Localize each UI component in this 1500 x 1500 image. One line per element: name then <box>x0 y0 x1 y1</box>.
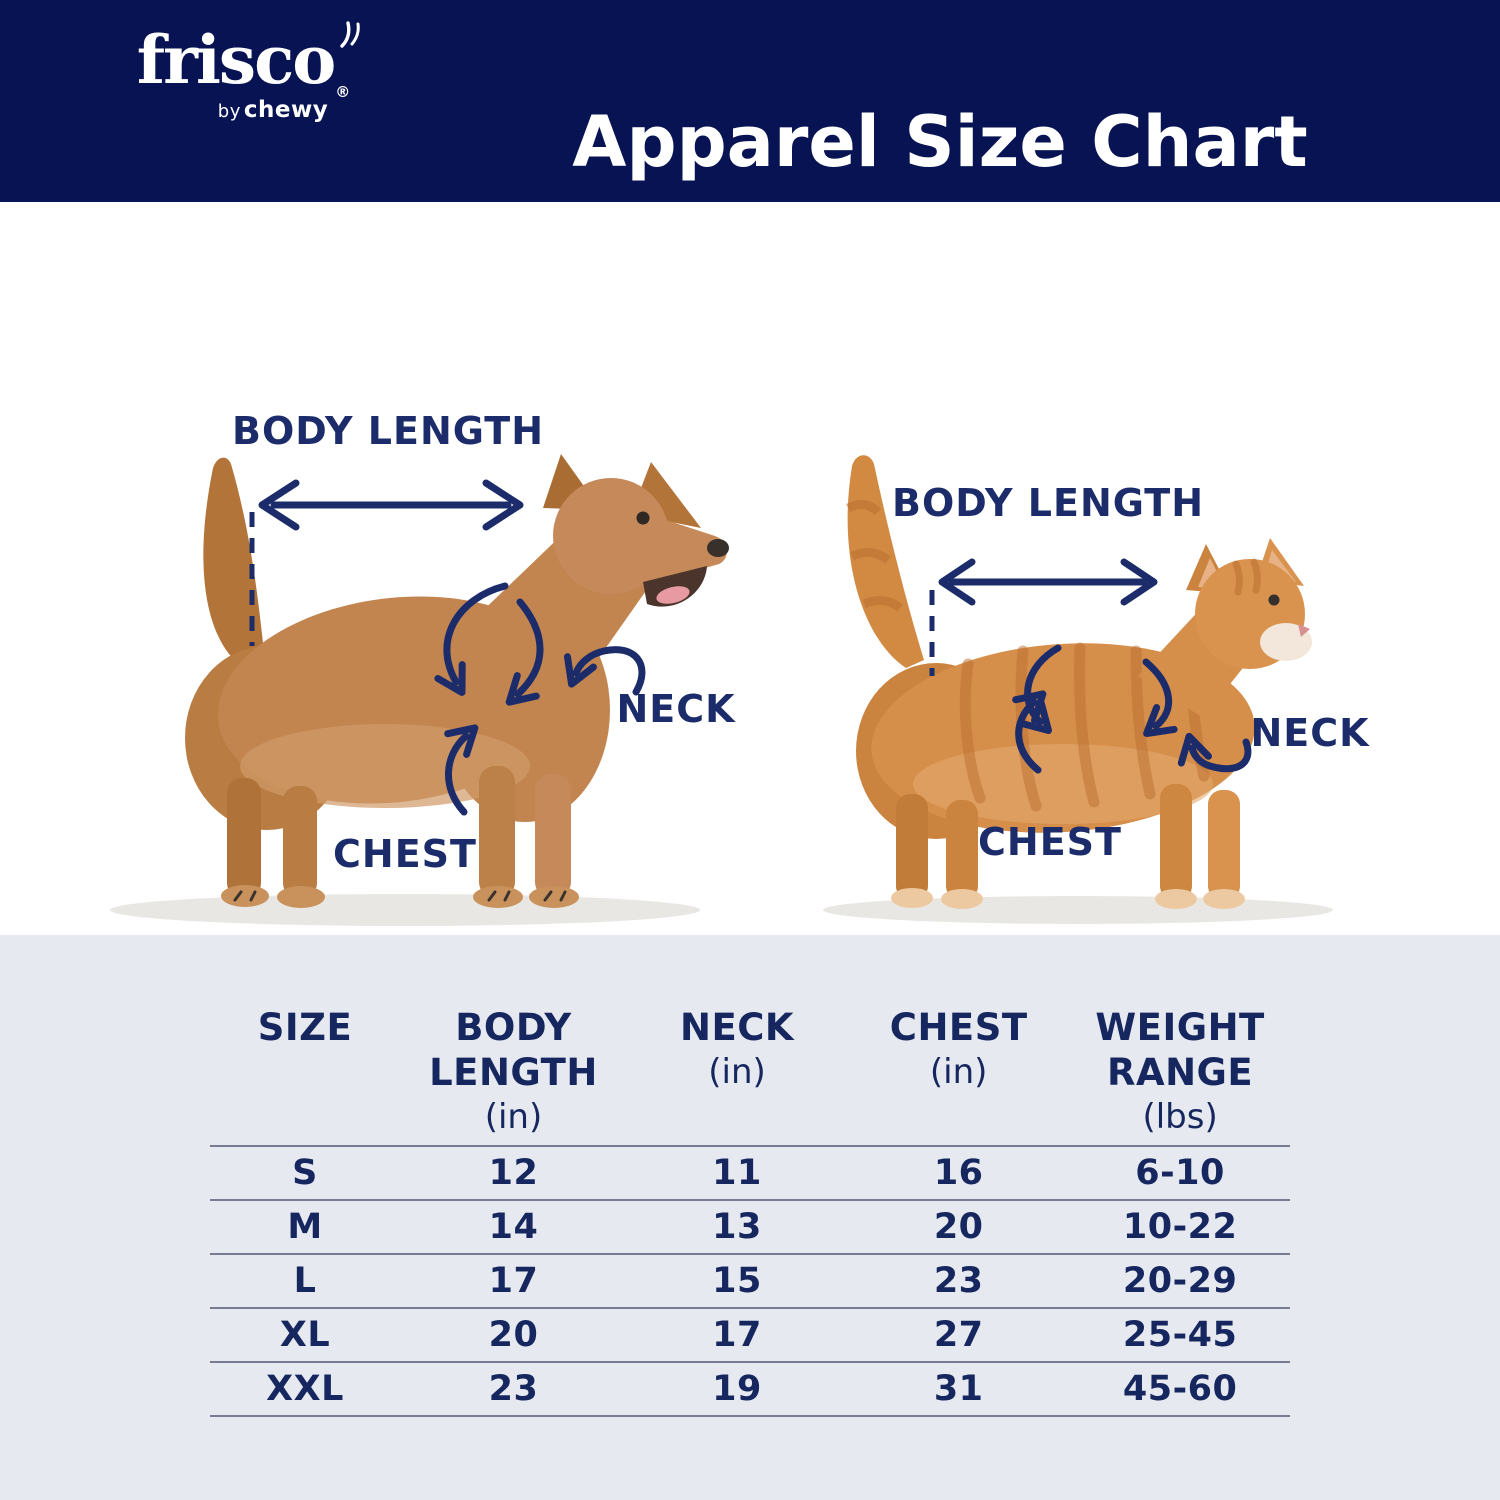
cell-body-length: 12 <box>488 1153 539 1193</box>
table-body: S 12 11 16 6-10 M 14 13 20 10-22 L 17 15 <box>210 1145 1290 1417</box>
cell-body-length: 23 <box>488 1369 539 1409</box>
cell-body-length: 14 <box>488 1207 539 1247</box>
by-chewy-text: by chewy <box>158 97 388 123</box>
cell-neck: 13 <box>712 1207 762 1247</box>
cell-chest: 31 <box>933 1369 984 1409</box>
table-row-xl: XL 20 17 27 25-45 <box>210 1309 1290 1363</box>
header-line: CHEST <box>889 1006 1028 1049</box>
cell-neck: 11 <box>712 1153 762 1193</box>
cell-chest: 27 <box>933 1315 984 1355</box>
column-header-neck: NECK (in) <box>627 1005 847 1139</box>
table-row-s: S 12 11 16 6-10 <box>210 1147 1290 1201</box>
cell-size: XL <box>279 1315 331 1355</box>
header-line: SIZE <box>257 1006 353 1049</box>
cell-chest: 20 <box>933 1207 984 1247</box>
cell-body-length: 17 <box>488 1261 539 1301</box>
cell-size: XXL <box>266 1369 344 1409</box>
cell-weight: 25-45 <box>1122 1315 1238 1355</box>
dog-body-length-label: BODY LENGTH <box>231 409 545 453</box>
dog-neck-label: NECK <box>616 687 736 731</box>
dog-chest-label: CHEST <box>333 832 477 876</box>
table-header-row: SIZE BODY LENGTH (in) NECK (in) CHEST (i… <box>210 1005 1290 1139</box>
cell-chest: 16 <box>933 1153 984 1193</box>
frisco-wordmark: frisco® <box>137 21 361 100</box>
header-line: BODY <box>455 1006 572 1049</box>
header-band: frisco® by chewy Apparel Size Chart <box>0 0 1500 202</box>
header-unit: (in) <box>708 1052 766 1092</box>
cat-body-length-label: BODY LENGTH <box>891 481 1205 525</box>
cell-weight: 10-22 <box>1122 1207 1238 1247</box>
cell-weight: 20-29 <box>1122 1261 1238 1301</box>
table-row-xxl: XXL 23 19 31 45-60 <box>210 1363 1290 1417</box>
page-title: Apparel Size Chart <box>572 100 1308 183</box>
cell-neck: 15 <box>712 1261 762 1301</box>
measurement-diagram-section: BODY LENGTH NECK CHEST BODY LENGTH NECK … <box>0 202 1500 935</box>
frisco-brand-text: frisco <box>136 21 337 99</box>
cell-weight: 6-10 <box>1135 1153 1225 1193</box>
column-header-body-length: BODY LENGTH (in) <box>400 1005 627 1139</box>
chewy-word: chewy <box>243 97 329 124</box>
column-header-chest: CHEST (in) <box>847 1005 1070 1139</box>
cat-chest-label: CHEST <box>978 820 1122 864</box>
logo-tail-flick-icon <box>340 21 361 48</box>
cell-neck: 19 <box>712 1369 762 1409</box>
header-line: NECK <box>679 1006 795 1049</box>
registered-mark: ® <box>335 83 351 101</box>
header-line: WEIGHT <box>1095 1006 1265 1049</box>
size-table-section: SIZE BODY LENGTH (in) NECK (in) CHEST (i… <box>0 935 1500 1500</box>
column-header-size: SIZE <box>210 1005 400 1139</box>
cell-neck: 17 <box>712 1315 762 1355</box>
size-table: SIZE BODY LENGTH (in) NECK (in) CHEST (i… <box>210 1005 1290 1417</box>
by-word: by <box>217 101 241 123</box>
cell-size: M <box>287 1207 323 1247</box>
cell-chest: 23 <box>933 1261 984 1301</box>
cell-body-length: 20 <box>488 1315 539 1355</box>
frisco-logo: frisco® by chewy <box>98 21 388 123</box>
cat-neck-label: NECK <box>1250 711 1370 755</box>
column-header-weight-range: WEIGHT RANGE (lbs) <box>1070 1005 1290 1139</box>
header-unit: (in) <box>484 1097 543 1137</box>
table-row-l: L 17 15 23 20-29 <box>210 1255 1290 1309</box>
cell-size: S <box>292 1153 318 1193</box>
header-unit: (in) <box>929 1052 988 1092</box>
header-line: LENGTH <box>429 1051 598 1094</box>
cell-weight: 45-60 <box>1122 1369 1238 1409</box>
header-line: RANGE <box>1106 1051 1254 1094</box>
cell-size: L <box>293 1261 317 1301</box>
header-unit: (lbs) <box>1142 1097 1218 1137</box>
table-row-m: M 14 13 20 10-22 <box>210 1201 1290 1255</box>
